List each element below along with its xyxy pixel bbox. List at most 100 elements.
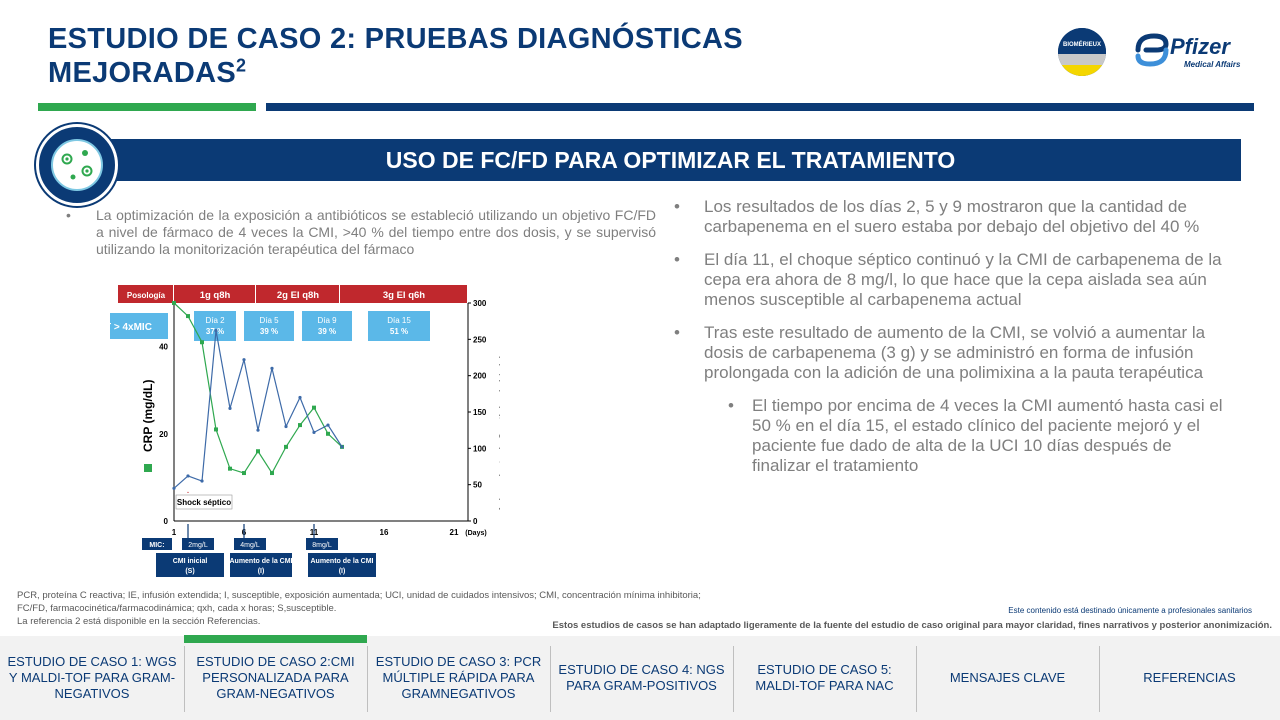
abbreviations-text: PCR, proteína C reactiva; IE, infusión e… (17, 590, 701, 614)
crp-point (214, 427, 218, 432)
shock-annotation-box (175, 494, 233, 510)
target-box-day: Día 9 (317, 316, 337, 325)
creatinine-point (214, 329, 218, 333)
right-bullet-text: Tras este resultado de aumento de la CMI… (704, 323, 1206, 382)
page-title: ESTUDIO DE CASO 2: PRUEBAS DIAGNÓSTICAS … (48, 22, 928, 90)
nav-case-study-3[interactable]: ESTUDIO DE CASO 3: PCR MÚLTIPLE RÁPIDA P… (375, 654, 542, 701)
crp-point (326, 431, 330, 436)
mic-label-box (142, 538, 172, 550)
pkpd-chart: Posología 1g q8h 2g EI q8h 3g EI q6h 0 20 40 0 5… (80, 283, 508, 583)
left-bullet-text: La optimización de la exposición a antib… (96, 207, 656, 257)
bullet-marker: • (674, 250, 680, 269)
header-divider-blue (266, 103, 1254, 111)
right-sub-bullet-text: El tiempo por encima de 4 veces la CMI a… (752, 396, 1223, 475)
y-left-tick-label: 0 (164, 517, 169, 526)
target-box-pct: 51 % (390, 327, 408, 336)
crp-point (200, 340, 204, 345)
case-study-nav: ESTUDIO DE CASO 1: WGS Y MALDI-TOF PARA … (0, 636, 1280, 720)
dosing-header-label: 2g EI q8h (277, 290, 319, 301)
right-bullets: • Los resultados de los días 2, 5 y 9 mos… (672, 197, 1232, 489)
creatinine-point (340, 445, 344, 449)
x-axis-label: (Days) (465, 530, 486, 537)
target-label: %T > 4xMIC (110, 322, 152, 333)
bullet-marker: • (66, 207, 71, 223)
x-tick-label: 21 (450, 528, 459, 537)
dosing-header-label: Posología (127, 291, 166, 300)
crp-point (186, 314, 190, 319)
cmi-box (308, 553, 376, 577)
mic-value-box (306, 538, 338, 550)
crp-point (284, 444, 288, 449)
target-box-pct: 39 % (260, 327, 278, 336)
nav-separator (916, 646, 917, 712)
right-bullet-text: El día 11, el choque séptico continuó y … (704, 250, 1222, 309)
crp-point (228, 466, 232, 471)
nav-case-study-5[interactable]: ESTUDIO DE CASO 5: MALDI-TOF PARA NAC (755, 662, 894, 693)
nav-key-messages[interactable]: MENSAJES CLAVE (949, 670, 1066, 685)
pfizer-swirl-icon (1135, 33, 1169, 67)
y-right-tick-label: 150 (473, 408, 487, 417)
y-right-tick-label: 0 (473, 517, 478, 526)
dosing-header-cell (256, 285, 339, 303)
bullet-marker: • (674, 323, 680, 342)
cmi-box-label: CMI inicial (173, 558, 208, 565)
y-left-tick-label: 40 (159, 343, 168, 352)
nav-active-indicator (184, 635, 367, 643)
x-tick-label: 1 (172, 528, 177, 537)
nav-separator (550, 646, 551, 712)
nav-case-study-2[interactable]: ESTUDIO DE CASO 2:CMI PERSONALIZADA PARA… (196, 654, 355, 701)
header-divider-green (38, 103, 256, 111)
dosing-header-label: 1g q8h (200, 290, 231, 301)
crp-point (242, 471, 246, 476)
abbreviations: PCR, proteína C reactiva; IE, infusión e… (17, 589, 717, 628)
cmi-box (156, 553, 224, 577)
nav-separator (1099, 646, 1100, 712)
crp-point (256, 449, 260, 454)
left-bullet: • La optimización de la exposición a ant… (66, 207, 656, 258)
nav-case-study-1[interactable]: ESTUDIO DE CASO 1: WGS Y MALDI-TOF PARA … (7, 654, 177, 701)
creatinine-series-line (173, 330, 343, 489)
cmi-box-status: (I) (339, 568, 346, 575)
target-box (302, 311, 352, 341)
right-sub-bullet: • El tiempo por encima de 4 veces la CMI … (672, 396, 1232, 476)
mic-value: 2mg/L (188, 542, 208, 549)
y-left-axis-label: CRP (mg/dL) (141, 380, 155, 452)
biomerieux-logo-band-yellow (1058, 65, 1106, 76)
crp-legend-marker (144, 464, 152, 472)
biomerieux-logo: BIOMÉRIEUX (1058, 28, 1106, 76)
creatinine-point (242, 358, 246, 362)
title-reference: 2 (236, 55, 247, 76)
cmi-box-status: (I) (258, 568, 265, 575)
nav-separator (367, 646, 368, 712)
section-banner (100, 139, 1241, 181)
x-tick-label: 16 (380, 528, 389, 537)
mic-value-box (234, 538, 266, 550)
target-box-day: Día 15 (387, 316, 411, 325)
hcp-disclaimer: Este contenido está destinado únicamente… (1008, 606, 1252, 615)
creatinine-point (312, 430, 316, 434)
bullet-marker: • (728, 396, 734, 415)
mic-label: MIC: (149, 542, 164, 549)
crp-point (312, 405, 316, 410)
bacteria-dots-icon (61, 150, 93, 180)
creatinine-point (186, 474, 190, 478)
crp-point (298, 423, 302, 428)
creatinine-point (284, 424, 288, 429)
crp-point (270, 471, 274, 476)
mic-value: 8mg/L (312, 542, 332, 549)
nav-case-study-4[interactable]: ESTUDIO DE CASO 4: NGS PARA GRAM-POSITIV… (558, 662, 725, 693)
nav-references[interactable]: REFERENCIAS (1143, 670, 1236, 685)
nav-separator (184, 646, 185, 712)
creatinine-point (200, 479, 204, 483)
target-box-day: Día 2 (205, 316, 225, 325)
y-right-tick-label: 250 (473, 335, 487, 344)
right-bullet-2: • El día 11, el choque séptico continuó y… (672, 250, 1232, 310)
target-box (368, 311, 430, 341)
biomerieux-logo-text: BIOMÉRIEUX (1058, 28, 1106, 54)
cmi-box-label: Aumento de la CMI (229, 558, 292, 565)
creatinine-point (298, 395, 302, 400)
dosing-header-cell (340, 285, 467, 303)
y-left-tick-label: 20 (159, 430, 168, 439)
mic-value: 4mg/L (240, 542, 260, 549)
right-bullet-1: • Los resultados de los días 2, 5 y 9 mos… (672, 197, 1232, 237)
